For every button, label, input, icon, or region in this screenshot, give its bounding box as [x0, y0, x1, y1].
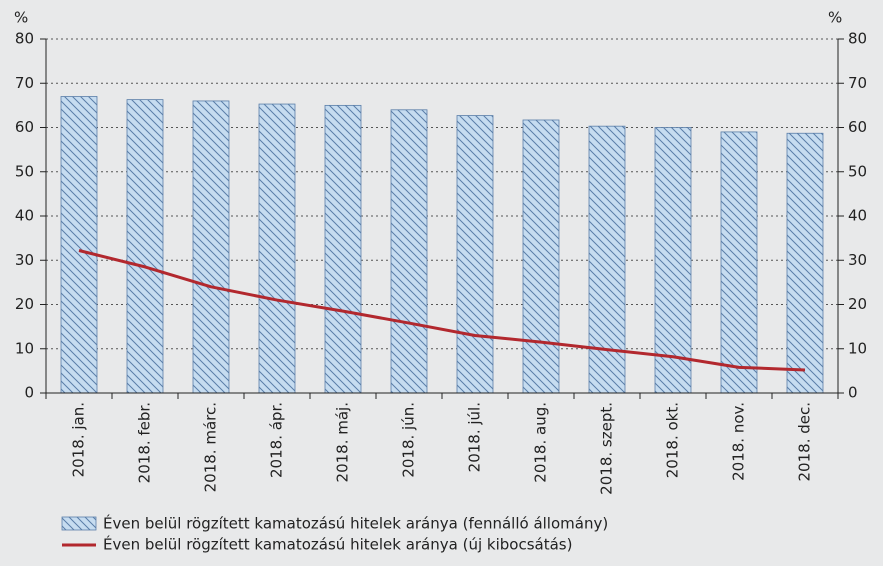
- bar: [786, 132, 824, 394]
- x-tick-label: 2018. febr.: [136, 402, 154, 483]
- x-tick-label: 2018. szept.: [598, 402, 616, 495]
- y-tick-label: 70: [15, 74, 34, 92]
- bar: [192, 100, 230, 394]
- y2-tick-label: 30: [848, 251, 867, 269]
- legend-label: Éven belül rögzített kamatozású hitelek …: [103, 514, 608, 533]
- bar: [126, 99, 164, 394]
- y2-tick-label: 50: [848, 162, 867, 180]
- y-tick-label: 30: [15, 251, 34, 269]
- y-tick-label: 60: [15, 118, 34, 136]
- y2-tick-label: 80: [848, 30, 867, 48]
- y-tick-label: 0: [24, 384, 34, 402]
- x-tick-label: 2018. nov.: [730, 402, 748, 481]
- bar: [588, 125, 626, 394]
- bar: [60, 96, 98, 394]
- x-tick-label: 2018. okt.: [664, 402, 682, 478]
- bar: [258, 103, 296, 394]
- y2-unit: %: [828, 9, 842, 27]
- bar: [654, 127, 692, 394]
- x-tick-label: 2018. jan.: [70, 402, 88, 477]
- bar: [456, 115, 494, 394]
- x-tick-label: 2018. dec.: [796, 402, 814, 481]
- bar: [390, 109, 428, 394]
- y-tick-label: 80: [15, 30, 34, 48]
- y-tick-label: 20: [15, 295, 34, 313]
- x-tick-label: 2018. máj.: [334, 402, 352, 482]
- bar: [720, 131, 758, 394]
- bar: [324, 104, 362, 394]
- y2-tick-label: 0: [848, 384, 858, 402]
- y-tick-label: 50: [15, 162, 34, 180]
- y-tick-label: 40: [15, 207, 34, 225]
- legend-label: Éven belül rögzített kamatozású hitelek …: [103, 535, 572, 554]
- y2-tick-label: 20: [848, 295, 867, 313]
- x-tick-label: 2018. ápr.: [268, 402, 286, 478]
- y2-tick-label: 60: [848, 118, 867, 136]
- x-tick-label: 2018. júl.: [466, 402, 484, 472]
- x-tick-label: 2018. aug.: [532, 402, 550, 483]
- y-unit: %: [14, 9, 28, 27]
- x-tick-label: 2018. márc.: [202, 402, 220, 492]
- bar: [522, 119, 560, 394]
- legend-swatch: [61, 516, 97, 531]
- y2-tick-label: 40: [848, 207, 867, 225]
- y2-tick-label: 10: [848, 339, 867, 357]
- y-tick-label: 10: [15, 339, 34, 357]
- y2-tick-label: 70: [848, 74, 867, 92]
- x-tick-label: 2018. jún.: [400, 402, 418, 478]
- line: [78, 249, 806, 372]
